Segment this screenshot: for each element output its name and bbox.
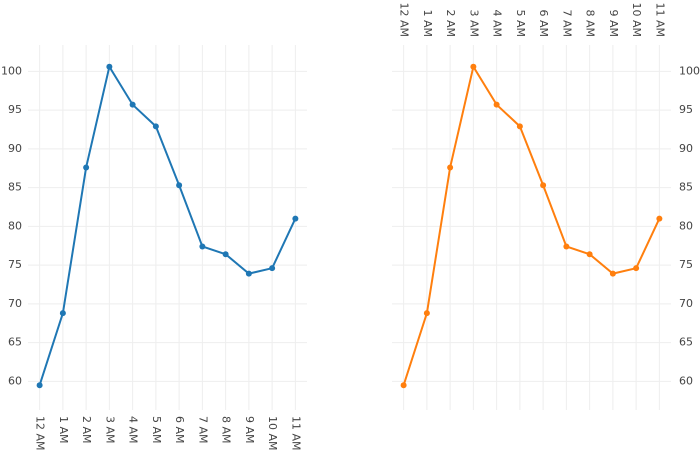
x-tick-label: 7 AM	[560, 9, 573, 37]
point	[656, 215, 663, 222]
y-tick-label: 100	[679, 64, 700, 77]
x-tick-label: 12 AM	[34, 416, 47, 450]
x-tick-label: 12 AM	[398, 2, 411, 37]
line	[402, 64, 661, 386]
y-tick-label: 75	[679, 258, 693, 271]
y-tick-label: 90	[8, 142, 22, 155]
x-tick-label: 6 AM	[173, 416, 186, 444]
point	[609, 270, 616, 277]
x-tick-label: 6 AM	[537, 9, 550, 37]
x-tick-label: 9 AM	[607, 9, 620, 37]
y-tick-label: 65	[8, 336, 22, 349]
x-tick-label: 11 AM	[289, 416, 302, 450]
point	[106, 63, 113, 70]
point	[586, 251, 593, 258]
x-tick-label: 5 AM	[514, 9, 527, 37]
point	[516, 123, 523, 130]
x-tick-label: 3 AM	[103, 416, 116, 444]
y-tick-label: 70	[8, 297, 22, 310]
y-tick-label: 70	[679, 297, 693, 310]
x-tick-label: 4 AM	[491, 9, 504, 37]
x-tick-label: 4 AM	[127, 416, 140, 444]
point	[199, 243, 206, 250]
point	[36, 382, 43, 389]
point	[59, 310, 66, 317]
y-tick-label: 95	[8, 103, 22, 116]
point	[269, 265, 276, 272]
x-tick-label: 10 AM	[630, 2, 643, 37]
x-tick-label: 8 AM	[220, 416, 233, 444]
x-tick-label: 1 AM	[57, 416, 70, 444]
x-tick-label: 11 AM	[653, 2, 666, 37]
point	[563, 243, 570, 250]
y-tick-label: 80	[679, 219, 693, 232]
line	[38, 64, 297, 386]
point	[292, 215, 299, 222]
x-tick-label: 2 AM	[444, 9, 457, 37]
point	[447, 164, 454, 171]
y-tick-label: 60	[8, 374, 22, 387]
point	[470, 63, 477, 70]
y-tick-label: 95	[679, 103, 693, 116]
x-tick-label: 7 AM	[196, 416, 209, 444]
x-tick-label: 3 AM	[467, 9, 480, 37]
y-tick-label: 75	[8, 258, 22, 271]
point	[152, 123, 159, 130]
y-tick-label: 90	[679, 142, 693, 155]
point	[400, 382, 407, 389]
y-tick-label: 100	[1, 64, 22, 77]
y-tick-label: 80	[8, 219, 22, 232]
y-tick-label: 85	[679, 181, 693, 194]
x-tick-label: 1 AM	[421, 9, 434, 37]
point	[129, 101, 136, 108]
point	[83, 164, 90, 171]
x-tick-label: 2 AM	[80, 416, 93, 444]
point	[633, 265, 640, 272]
x-tick-label: 9 AM	[243, 416, 256, 444]
point	[245, 270, 252, 277]
y-tick-label: 60	[679, 374, 693, 387]
point	[222, 251, 229, 258]
x-tick-label: 10 AM	[266, 416, 279, 450]
x-tick-label: 8 AM	[584, 9, 597, 37]
point	[423, 310, 430, 317]
x-tick-label: 5 AM	[150, 416, 163, 444]
point	[493, 101, 500, 108]
y-tick-label: 85	[8, 181, 22, 194]
point	[176, 182, 183, 189]
y-tick-label: 65	[679, 336, 693, 349]
point	[540, 182, 547, 189]
